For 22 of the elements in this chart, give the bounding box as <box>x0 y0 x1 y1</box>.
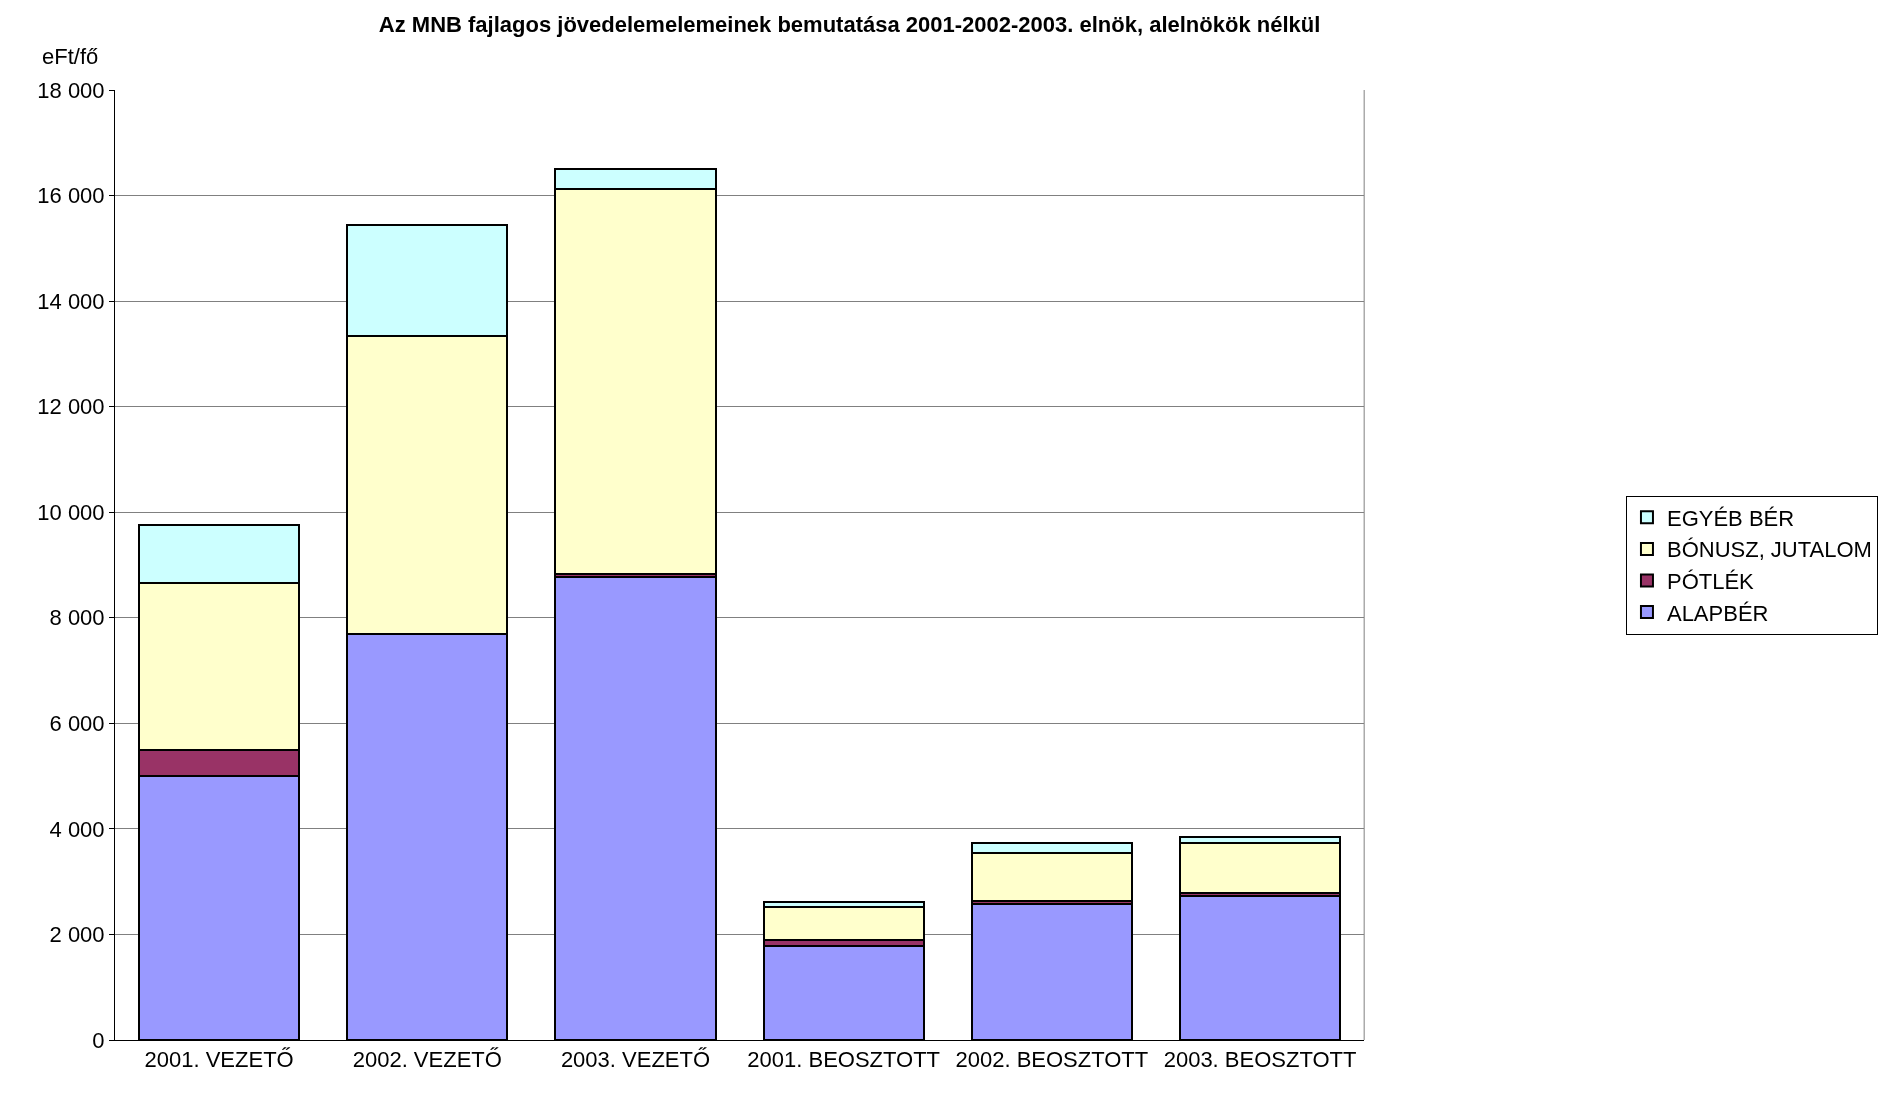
y-axis-title: eFt/fő <box>42 44 99 69</box>
legend-label: PÓTLÉK <box>1666 569 1755 595</box>
x-tick-label: 2002. VEZETŐ <box>352 1047 502 1073</box>
x-tick-label: 2001. BEOSZTOTT <box>747 1047 941 1073</box>
chart-title: Az MNB fajlagos jövedelemelemeinek bemutatása 2001-2002-2003. elnök, alelnökök nélkül <box>378 11 1321 37</box>
y-tick-label: 14 000 <box>37 288 105 314</box>
y-tick-label: 10 000 <box>37 499 105 525</box>
legend-label: ALAPBÉR <box>1666 600 1769 626</box>
y-tick-label: 4 000 <box>49 816 105 842</box>
y-tick-label: 18 000 <box>37 77 105 103</box>
y-tick-label: 12 000 <box>37 394 105 420</box>
legend-label: BÓNUSZ, JUTALOM <box>1666 537 1872 563</box>
x-tick-label: 2002. BEOSZTOTT <box>955 1047 1149 1073</box>
y-tick-label: 0 <box>92 1027 105 1053</box>
x-tick-label: 2003. BEOSZTOTT <box>1163 1047 1357 1073</box>
y-tick-label: 2 000 <box>49 922 105 948</box>
x-tick-label: 2001. VEZETŐ <box>144 1047 294 1073</box>
x-tick-label: 2003. VEZETŐ <box>560 1047 711 1073</box>
y-tick-label: 8 000 <box>49 605 105 631</box>
y-tick-label: 6 000 <box>49 711 105 737</box>
y-tick-label: 16 000 <box>37 183 105 209</box>
legend-label: EGYÉB BÉR <box>1666 505 1795 531</box>
